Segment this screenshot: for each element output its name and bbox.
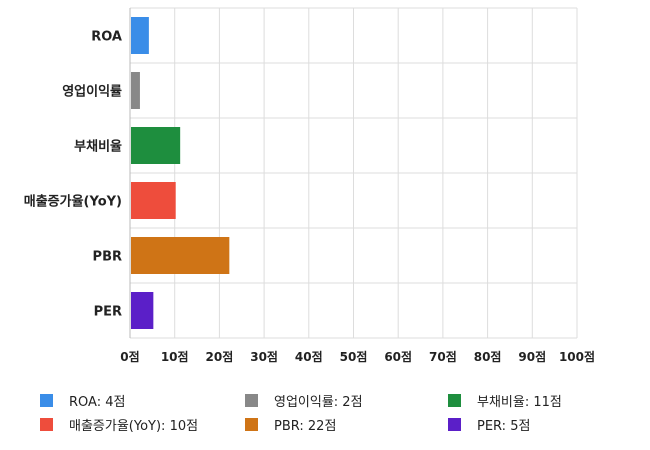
bar (131, 292, 154, 329)
bar (131, 182, 176, 219)
bar (131, 237, 230, 274)
x-tick-label: 50점 (340, 349, 368, 364)
x-tick-label: 30점 (250, 349, 278, 364)
x-tick-label: 80점 (474, 349, 502, 364)
legend-swatch (245, 417, 258, 431)
category-label: 부채비율 (74, 139, 122, 155)
bar (131, 17, 149, 54)
legend-label: 영업이익률: 2점 (274, 394, 363, 410)
legend-swatch (40, 417, 53, 431)
x-tick-label: 100점 (559, 349, 595, 364)
legend-swatch (40, 393, 53, 407)
legend-swatch (448, 417, 461, 431)
legend-item: ROA: 4점 (40, 390, 125, 410)
x-tick-label: 90점 (518, 349, 546, 364)
x-tick-label: 0점 (120, 349, 139, 364)
legend-label: 부채비율: 11점 (477, 394, 562, 410)
legend-item: 부채비율: 11점 (448, 390, 562, 410)
category-label: PER (94, 305, 122, 320)
category-label: ROA (91, 30, 122, 45)
x-tick-label: 20점 (206, 349, 234, 364)
bar (131, 127, 181, 164)
legend-label: PBR: 22점 (274, 418, 337, 434)
legend-label: 매출증가율(YoY): 10점 (69, 418, 199, 434)
legend-label: PER: 5점 (477, 418, 531, 434)
legend-swatch (245, 393, 258, 407)
x-tick-label: 70점 (429, 349, 457, 364)
legend-item: PER: 5점 (448, 414, 530, 434)
legend-item: 매출증가율(YoY): 10점 (40, 414, 198, 434)
bar (131, 72, 140, 109)
legend-label: ROA: 4점 (69, 394, 126, 410)
legend-swatch (448, 393, 461, 407)
legend-item: 영업이익률: 2점 (245, 390, 363, 410)
x-tick-label: 10점 (161, 349, 189, 364)
x-tick-label: 40점 (295, 349, 323, 364)
legend-item: PBR: 22점 (245, 414, 336, 434)
x-tick-label: 60점 (384, 349, 412, 364)
category-label: 영업이익률 (62, 84, 122, 100)
category-label: 매출증가율(YoY) (24, 194, 122, 210)
category-label: PBR (93, 250, 122, 265)
